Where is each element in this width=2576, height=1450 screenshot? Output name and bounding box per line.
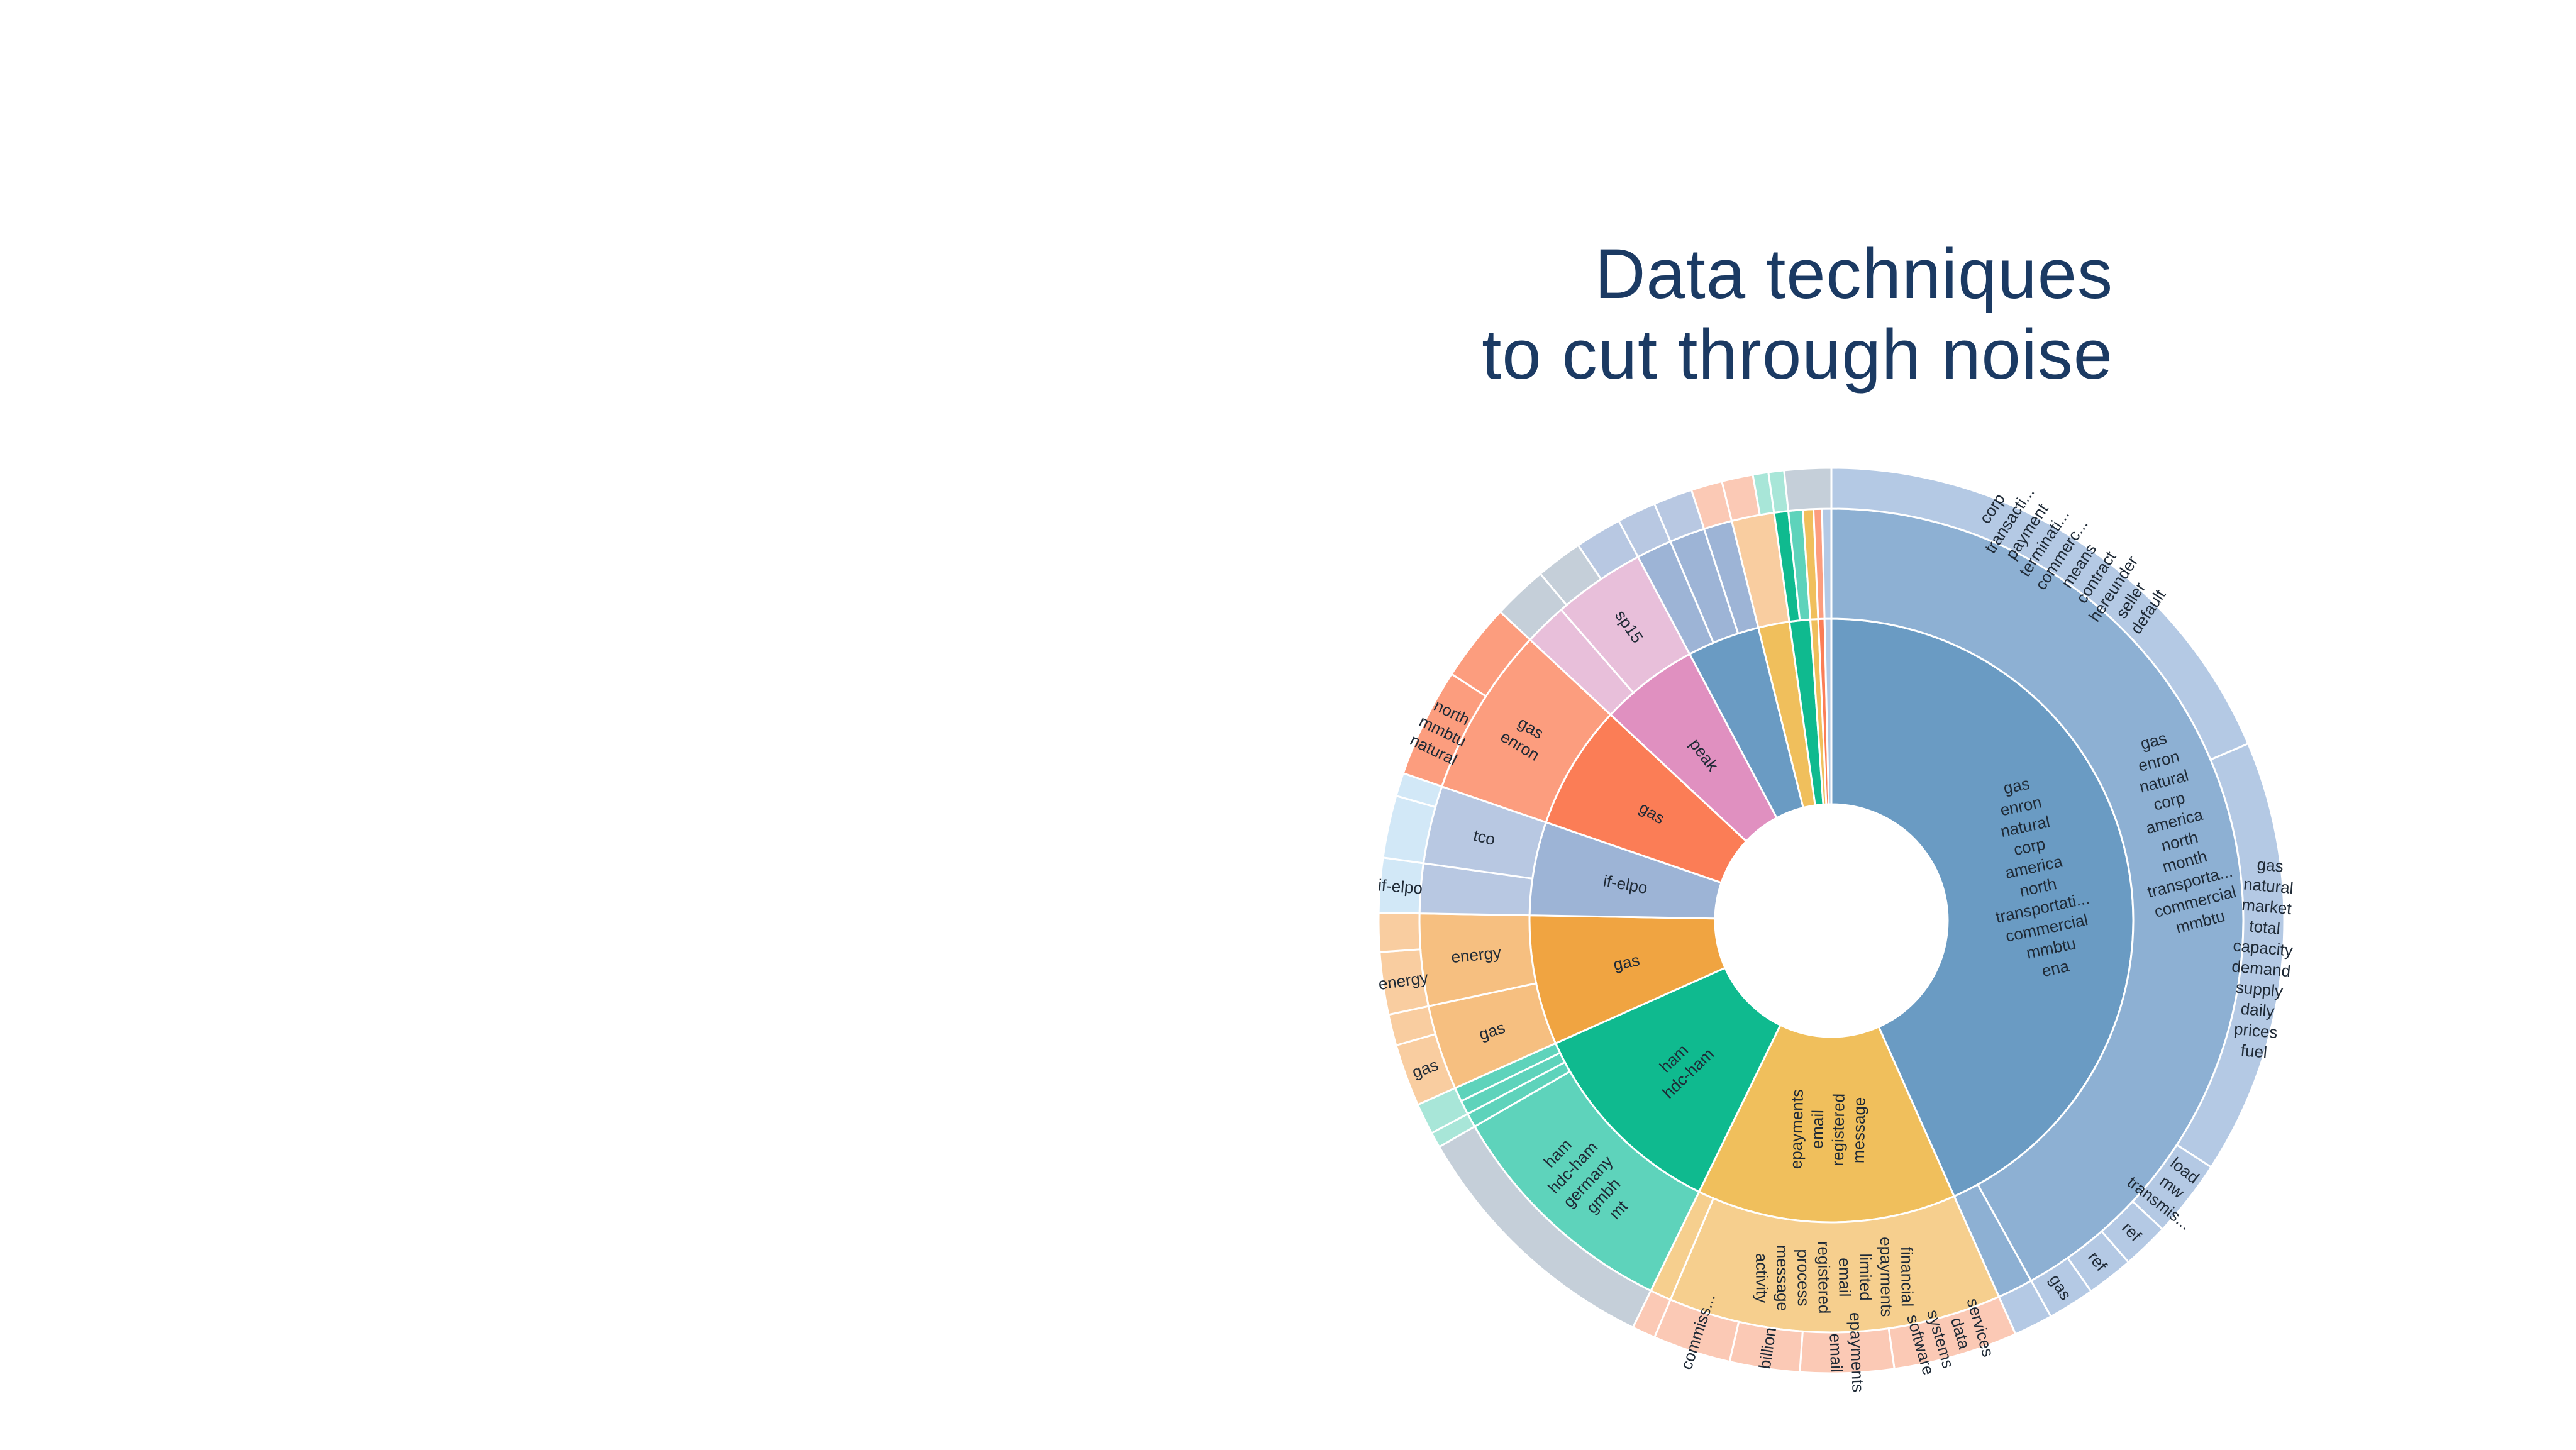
sunburst-label-o2-8: prices: [2233, 1019, 2279, 1042]
sunburst-label-m3-3: email: [1835, 1258, 1855, 1297]
sunburst-label-o2-0: gas: [2257, 855, 2284, 876]
sunburst-label-o9-1: email: [1826, 1333, 1846, 1373]
sunburst-label-o9-0: epayments: [1846, 1312, 1867, 1392]
sunburst-label-m3-1: epayments: [1877, 1237, 1896, 1317]
sunburst-label-o20-0: if-elpo: [1377, 875, 1423, 897]
sunburst-label-c2-2: registered: [1828, 1093, 1848, 1166]
sunburst-label-c2-1: email: [1807, 1110, 1827, 1149]
sunburst-label-o2-1: natural: [2243, 874, 2294, 897]
sunburst-segment-o19[interactable]: [1377, 911, 1422, 953]
sunburst-label-o2-2: market: [2241, 895, 2293, 918]
sunburst-label-c2-3: message: [1849, 1097, 1869, 1163]
sunburst-label-o2-9: fuel: [2240, 1041, 2268, 1062]
sunburst-label-m3-0: financial: [1897, 1247, 1917, 1307]
sunburst-label-m3-7: activity: [1752, 1253, 1772, 1303]
sunburst-label-o2-6: supply: [2235, 978, 2284, 1000]
headline-line-2: to cut through noise: [1482, 315, 2113, 394]
sunburst-segments: [1377, 467, 2285, 1375]
headline: Data techniques to cut through noise: [1482, 234, 2113, 395]
sunburst-label-m3-5: process: [1794, 1249, 1813, 1306]
sunburst-label-o2-7: daily: [2240, 999, 2275, 1021]
sunburst-label-m3-2: limited: [1856, 1253, 1875, 1300]
sunburst-label-o2-3: total: [2248, 917, 2281, 938]
sunburst-segment-o34[interactable]: [1783, 467, 1833, 512]
headline-line-1: Data techniques: [1594, 235, 2113, 313]
sunburst-label-c2-0: epayments: [1787, 1089, 1807, 1170]
sunburst-segment-m24[interactable]: [1821, 507, 1833, 620]
sunburst-label-m3-4: registered: [1814, 1241, 1834, 1314]
sunburst-label-m3-6: message: [1773, 1244, 1792, 1311]
